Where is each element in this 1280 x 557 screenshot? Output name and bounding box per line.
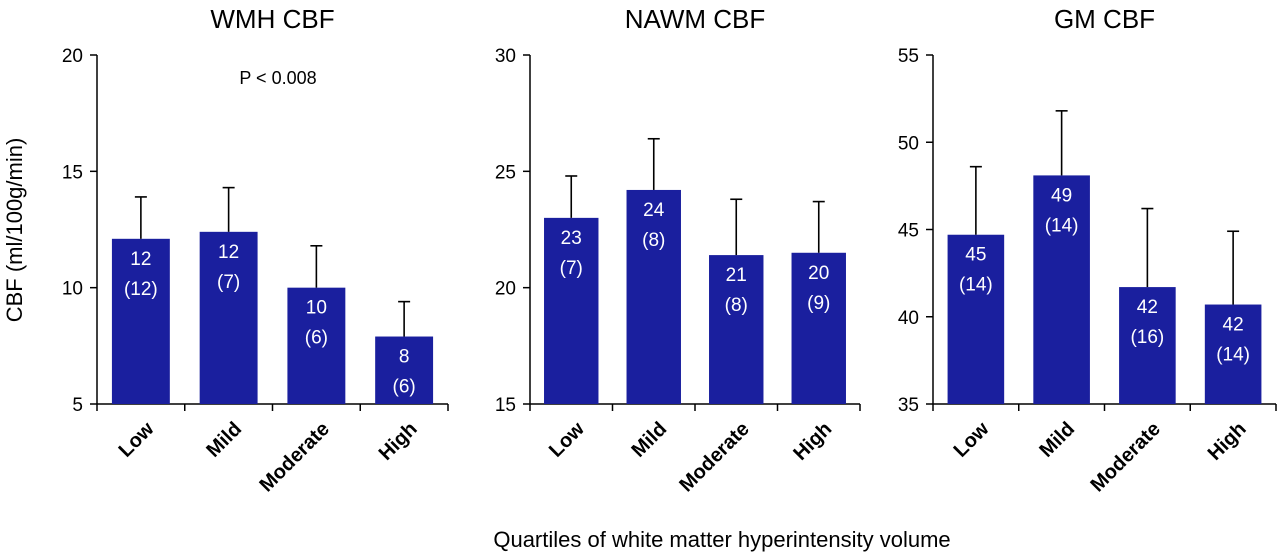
bar-count-label: (14) [1216, 345, 1250, 366]
y-tick-label: 20 [495, 279, 516, 300]
bar-value-label: 49 [1051, 185, 1072, 206]
bar-count-label: (14) [1045, 215, 1079, 236]
x-category-label: Mild [1035, 418, 1079, 462]
bar [287, 287, 346, 404]
bar [791, 252, 846, 404]
chart-title: GM CBF [1054, 4, 1155, 34]
bar [947, 234, 1005, 404]
x-axis-label: Quartiles of white matter hyperintensity… [493, 527, 950, 552]
bar-value-label: 45 [965, 245, 986, 266]
bar-value-label: 8 [399, 347, 410, 368]
bar [111, 238, 170, 404]
y-tick-label: 30 [495, 46, 516, 67]
y-axis-label: CBF (ml/100g/min) [2, 138, 27, 323]
x-category-label: High [375, 418, 422, 465]
bar-count-label: (8) [642, 230, 665, 251]
y-tick-label: 5 [72, 395, 83, 416]
x-category-label: Moderate [675, 418, 753, 496]
bar [375, 336, 434, 404]
bar-value-label: 10 [306, 298, 327, 319]
y-tick-label: 40 [898, 308, 919, 329]
x-category-label: Moderate [255, 418, 333, 496]
bar-value-label: 12 [130, 249, 151, 270]
bar-value-label: 42 [1223, 315, 1244, 336]
x-category-label: Moderate [1086, 418, 1164, 496]
y-tick-label: 15 [495, 395, 516, 416]
bar-value-label: 23 [561, 228, 582, 249]
y-tick-label: 45 [898, 221, 919, 242]
bar [1204, 304, 1262, 404]
bar [544, 217, 599, 404]
bar-value-label: 21 [726, 265, 747, 286]
bar-count-label: (9) [807, 293, 830, 314]
bar [199, 231, 258, 404]
bar [1033, 175, 1090, 404]
chart-panel-1: WMH CBF 5 10 15 20 12 (12) Low 12 (7) Mild 10 (6) Mod… [62, 4, 449, 496]
x-category-label: Mild [627, 418, 671, 462]
y-tick-label: 10 [62, 279, 83, 300]
bar-value-label: 24 [643, 200, 665, 221]
y-tick-label: 50 [898, 133, 919, 154]
x-category-label: Mild [202, 418, 246, 462]
bar-count-label: (7) [560, 258, 583, 279]
bar-value-label: 42 [1137, 297, 1158, 318]
y-tick-label: 25 [495, 162, 516, 183]
chart-panel-2: NAWM CBF 15 20 25 30 23 (7) Low 24 (8) Mild 21 (8) Mo… [495, 4, 861, 496]
bar-count-label: (6) [305, 328, 328, 349]
bar-count-label: (12) [124, 279, 158, 300]
x-category-label: High [1204, 418, 1251, 465]
bar-count-label: (7) [217, 272, 240, 293]
y-tick-label: 15 [62, 162, 83, 183]
bar [709, 255, 764, 404]
p-value-annotation: P < 0.008 [239, 68, 316, 88]
chart-panel-3: GM CBF 35 40 45 50 55 45 (14) Low 49 (14) Mild 42 (16… [898, 4, 1277, 496]
y-tick-label: 35 [898, 395, 919, 416]
chart-title: WMH CBF [210, 4, 334, 34]
x-category-label: Low [545, 418, 589, 462]
y-tick-label: 55 [898, 46, 919, 67]
x-category-label: High [789, 418, 836, 465]
y-tick-label: 20 [62, 46, 83, 67]
x-category-label: Low [115, 418, 159, 462]
bar-count-label: (16) [1130, 327, 1164, 348]
bar-value-label: 12 [218, 242, 239, 263]
bar [626, 189, 681, 404]
chart-title: NAWM CBF [625, 4, 766, 34]
bar-count-label: (14) [959, 275, 993, 296]
bar-value-label: 20 [808, 263, 829, 284]
bar-count-label: (8) [725, 295, 748, 316]
bar [1119, 287, 1176, 404]
bar-count-label: (6) [393, 377, 416, 398]
x-category-label: Low [950, 418, 994, 462]
